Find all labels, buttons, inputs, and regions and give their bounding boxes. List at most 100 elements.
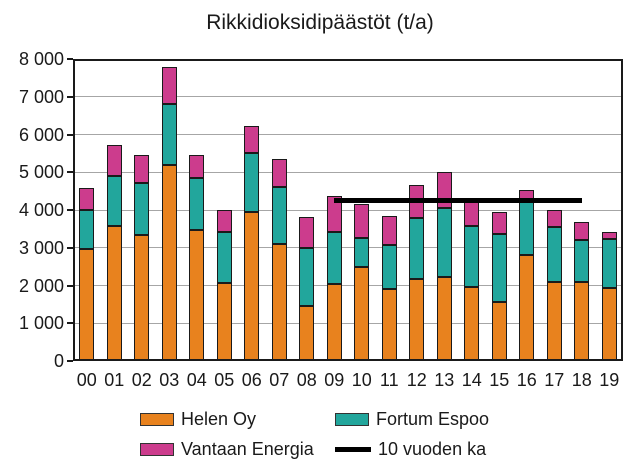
legend-item-helen-oy: Helen Oy [140, 409, 256, 429]
y-axis-tick [67, 322, 73, 325]
x-tick-label: 11 [379, 370, 399, 390]
bar-segment-fortum-espoo [134, 182, 150, 235]
bar-segment-vantaan-energia [464, 202, 480, 227]
bar-segment-vantaan-energia [299, 217, 315, 249]
chart-title: Rikkidioksidipäästöt (t/a) [206, 11, 434, 34]
bar-segment-vantaan-energia [601, 231, 617, 240]
bar-segment-fortum-espoo [409, 218, 425, 279]
x-tick-label: 05 [214, 370, 235, 390]
bar-segment-fortum-espoo [491, 234, 507, 303]
y-axis-tick [67, 209, 73, 211]
y-tick-label: 5 000 [18, 162, 64, 183]
bar-segment-helen-oy [546, 281, 562, 361]
bar-segment-fortum-espoo [79, 210, 95, 249]
x-tick-label: 08 [296, 370, 317, 390]
helen-oy-swatch-icon [140, 412, 174, 426]
y-tick-label: 0 [53, 351, 64, 371]
x-tick-label: 03 [159, 370, 180, 390]
legend-item-fortum-espoo: Fortum Espoo [335, 409, 489, 429]
gridline [73, 171, 623, 173]
bar-segment-vantaan-energia [106, 144, 122, 177]
bar-segment-fortum-espoo [326, 232, 342, 284]
bar-segment-helen-oy [381, 288, 397, 361]
y-tick-label: 1 000 [18, 313, 64, 334]
y-tick-label: 4 000 [18, 200, 64, 220]
bar-segment-helen-oy [106, 226, 122, 361]
gridline [73, 209, 623, 211]
bar-segment-vantaan-energia [326, 196, 342, 233]
x-tick-label: 13 [434, 370, 455, 390]
bar-segment-fortum-espoo [601, 239, 617, 289]
fortum-espoo-swatch-icon [335, 412, 369, 426]
bar-segment-helen-oy [354, 266, 370, 361]
y-tick-label: 2 000 [18, 275, 64, 296]
bar-segment-helen-oy [134, 234, 150, 361]
bar-segment-helen-oy [79, 248, 95, 361]
bar-segment-vantaan-energia [244, 126, 260, 154]
legend-label: Helen Oy [181, 409, 257, 429]
bar-segment-vantaan-energia [491, 211, 507, 235]
bar-segment-vantaan-energia [354, 203, 370, 238]
bar-segment-fortum-espoo [546, 226, 562, 282]
bar-segment-vantaan-energia [79, 188, 95, 210]
bar-segment-vantaan-energia [381, 215, 397, 246]
legend-label: Fortum Espoo [376, 409, 490, 429]
bar-segment-fortum-espoo [271, 186, 287, 245]
x-tick-label: 19 [599, 370, 620, 390]
y-axis-tick [67, 246, 73, 249]
x-tick-label: 01 [104, 370, 125, 390]
x-tick-label: 09 [324, 370, 345, 390]
gridline [73, 96, 623, 98]
gridline [73, 285, 623, 286]
y-axis-tick [67, 171, 73, 174]
x-tick-label: 16 [516, 370, 537, 390]
bar-segment-vantaan-energia [574, 222, 590, 241]
bar-segment-fortum-espoo [299, 248, 315, 307]
bar-segment-helen-oy [244, 211, 260, 361]
bar-segment-helen-oy [161, 165, 177, 361]
bar-segment-helen-oy [409, 278, 425, 361]
bar-segment-helen-oy [464, 287, 480, 361]
bar-segment-helen-oy [574, 282, 590, 361]
legend-item-vantaan-energia: Vantaan Energia [140, 439, 314, 459]
bar-segment-vantaan-energia [134, 155, 150, 183]
y-axis-tick [67, 58, 73, 60]
x-tick-label: 04 [186, 370, 207, 390]
y-axis-tick [67, 284, 73, 287]
x-tick-label: 15 [489, 370, 510, 390]
x-tick-label: 12 [406, 370, 427, 390]
bar-segment-fortum-espoo [216, 231, 232, 284]
bar-segment-fortum-espoo [189, 177, 205, 230]
x-tick-label: 17 [544, 370, 565, 390]
bar-segment-fortum-espoo [464, 226, 480, 288]
legend-label: Vantaan Energia [181, 439, 314, 459]
bar-segment-vantaan-energia [271, 158, 287, 187]
vantaan-energia-swatch-icon [140, 442, 174, 456]
bar-segment-helen-oy [436, 277, 452, 361]
bar-segment-vantaan-energia [189, 154, 205, 178]
bar-segment-helen-oy [519, 255, 535, 361]
bar-segment-fortum-espoo [519, 202, 535, 256]
y-axis-tick [67, 95, 73, 98]
bar-segment-fortum-espoo [354, 237, 370, 267]
x-tick-label: 14 [461, 370, 482, 390]
x-tick-label: 18 [571, 370, 592, 390]
bar-segment-fortum-espoo [106, 176, 122, 227]
legend-label: 10 vuoden ka [378, 439, 487, 459]
y-tick-label: 7 000 [18, 86, 64, 107]
x-tick-label: 06 [241, 370, 262, 390]
legend-item-10-vuoden-ka: 10 vuoden ka [335, 439, 486, 459]
bar-segment-vantaan-energia [216, 210, 232, 232]
bar-segment-helen-oy [189, 230, 205, 361]
x-tick-label: 00 [76, 370, 97, 390]
average-line-swatch-icon [335, 446, 371, 452]
bar-segment-fortum-espoo [436, 208, 452, 278]
x-tick-label: 02 [131, 370, 152, 390]
bar-segment-helen-oy [326, 283, 342, 361]
y-axis-tick [67, 360, 73, 362]
bar-segment-helen-oy [601, 288, 617, 361]
bar-segment-vantaan-energia [161, 66, 177, 105]
gridline [73, 322, 623, 324]
